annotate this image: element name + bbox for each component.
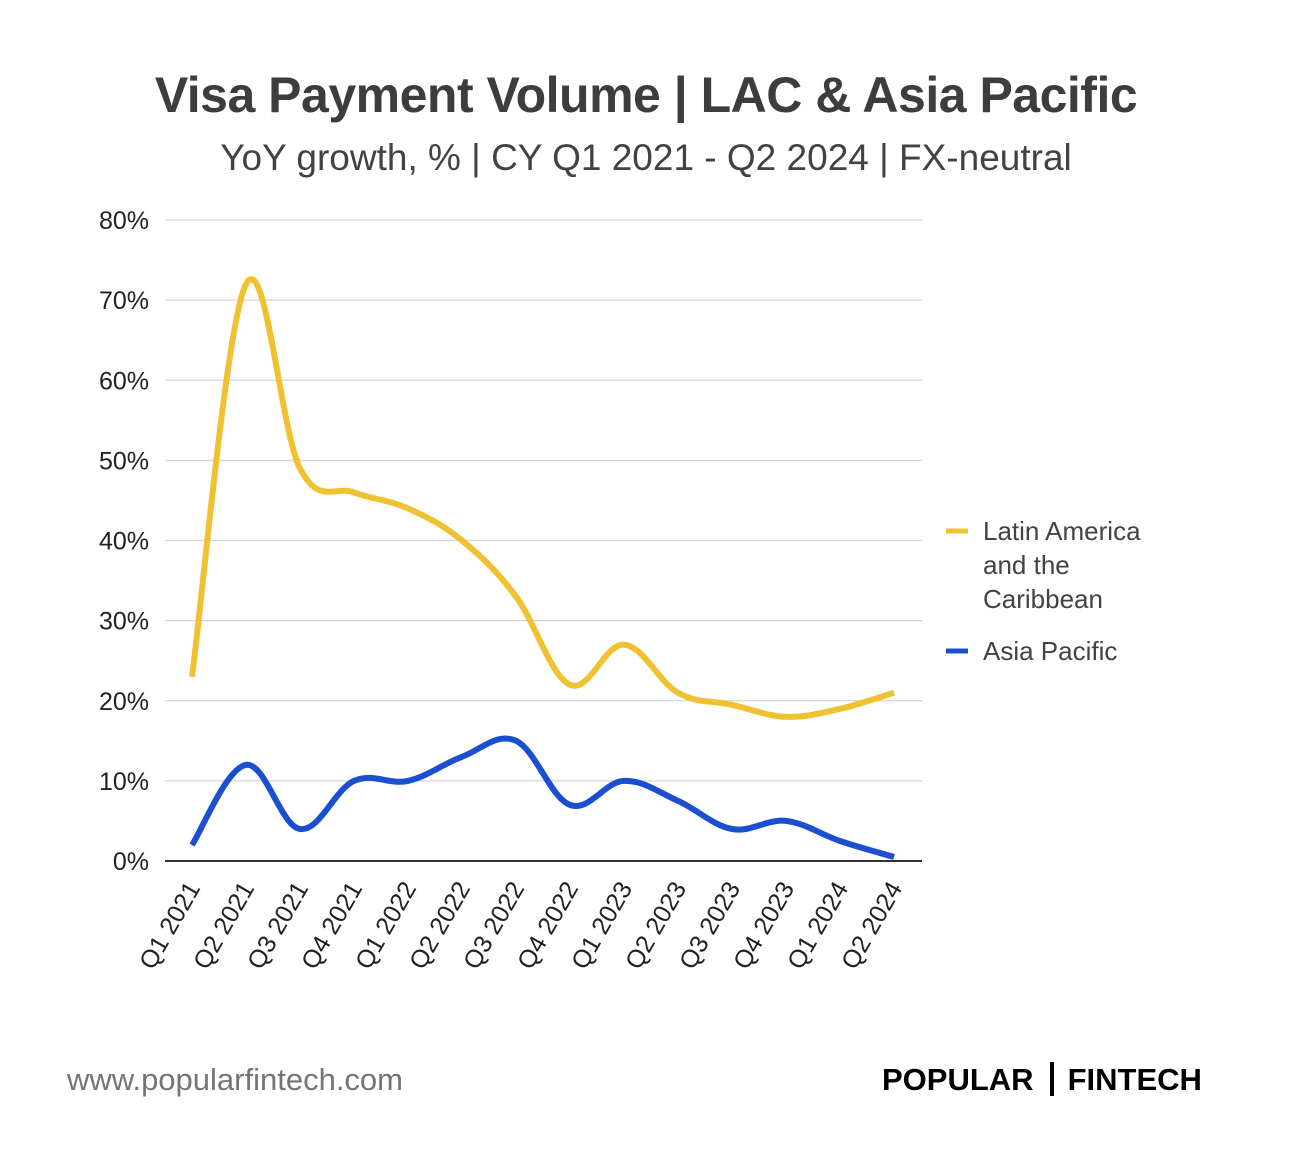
grid-lines — [165, 219, 922, 862]
brand-logo-right: FINTECH — [1067, 1062, 1202, 1097]
series-line-asia-pacific — [189, 735, 895, 860]
y-tick-label: 30% — [99, 608, 149, 636]
legend-label: and the — [983, 550, 1070, 580]
brand-logo: POPULAR FINTECH — [882, 1062, 1202, 1098]
legend-label: Latin America — [983, 516, 1141, 546]
y-tick-label: 80% — [99, 207, 149, 235]
y-tick-label: 40% — [99, 528, 149, 556]
footer-url: www.popularfintech.com — [67, 1062, 403, 1097]
chart-title: Visa Payment Volume | LAC & Asia Pacific — [154, 67, 1138, 123]
legend: Latin America and the Caribbean Asia Pacifi… — [946, 516, 1141, 666]
legend-label: Asia Pacific — [983, 636, 1117, 666]
chart-subtitle: YoY growth, % | CY Q1 2021 - Q2 2024 | F… — [220, 137, 1072, 178]
series-line-latin-america — [189, 276, 895, 720]
y-tick-label: 60% — [99, 367, 149, 395]
brand-logo-left: POPULAR — [882, 1062, 1034, 1097]
y-tick-label: 10% — [99, 768, 149, 796]
series-lines — [189, 276, 895, 860]
legend-label: Caribbean — [983, 584, 1103, 614]
brand-separator — [1049, 1062, 1054, 1096]
legend-item-latin-america: Latin America and the Caribbean — [946, 516, 1141, 614]
legend-item-asia-pacific: Asia Pacific — [946, 636, 1117, 666]
y-tick-label: 70% — [99, 287, 149, 315]
y-tick-label: 0% — [113, 848, 149, 876]
y-axis-tick-labels: 0% 10% 20% 30% 40% 50% 60% 70% 80% — [99, 207, 149, 876]
y-tick-label: 50% — [99, 447, 149, 475]
y-tick-label: 20% — [99, 688, 149, 716]
